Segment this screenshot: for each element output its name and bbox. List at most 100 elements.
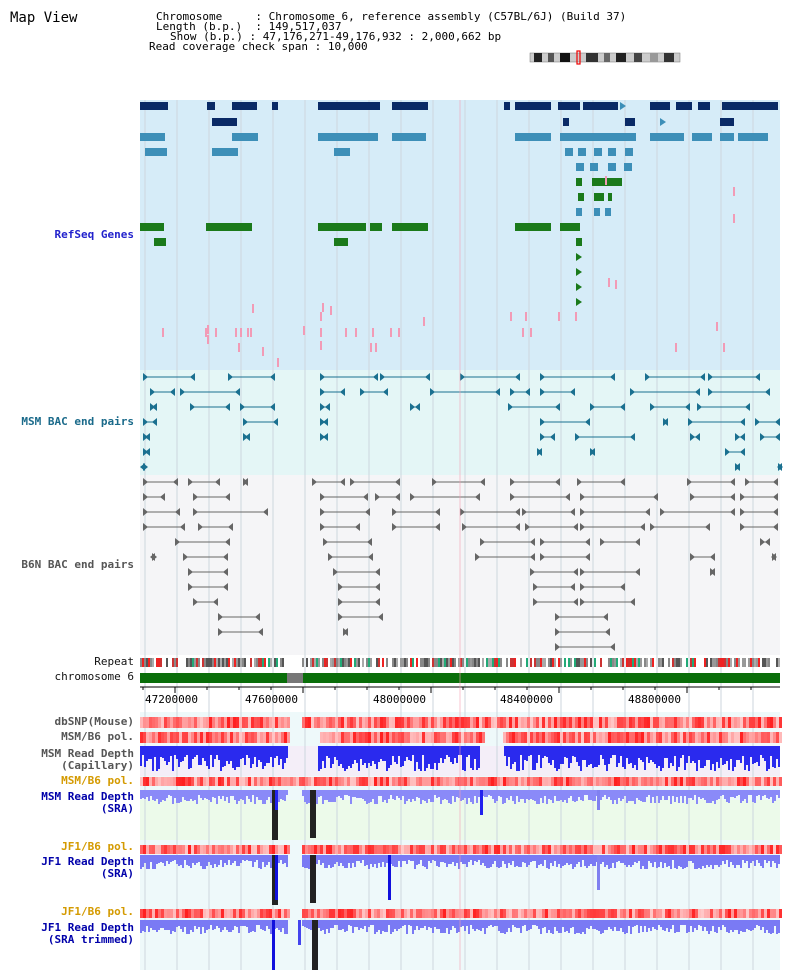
b6n-bac-pair-end[interactable] xyxy=(320,523,325,531)
gene-feature[interactable] xyxy=(722,102,778,110)
msm-bac-pair-end[interactable] xyxy=(325,403,330,411)
b6n-bac-pair-end[interactable] xyxy=(480,478,485,486)
b6n-bac-pair-end[interactable] xyxy=(585,553,590,561)
gene-feature[interactable] xyxy=(140,223,164,231)
gene-arrow[interactable] xyxy=(576,298,582,306)
refseq-genes[interactable] xyxy=(140,102,778,367)
msm-bac-pair-end[interactable] xyxy=(695,388,700,396)
track-label-jf1-b6-pol-1[interactable]: JF1/B6 pol. xyxy=(61,840,134,853)
b6n-bac-pair-end[interactable] xyxy=(690,493,695,501)
b6n-bac-pair-end[interactable] xyxy=(375,493,380,501)
msm-bac-pair-end[interactable] xyxy=(590,403,595,411)
msm-bac-pair-end[interactable] xyxy=(225,403,230,411)
msm-bac-pair-end[interactable] xyxy=(777,463,782,471)
gene-feature[interactable] xyxy=(392,102,428,110)
b6n-bac-pair-end[interactable] xyxy=(530,553,535,561)
msm-bac-pair-end[interactable] xyxy=(540,433,545,441)
msm-bac-pair-end[interactable] xyxy=(740,448,745,456)
chromosome-ideogram[interactable] xyxy=(529,50,681,65)
gene-arrow[interactable] xyxy=(660,118,666,126)
b6n-bac-pair-end[interactable] xyxy=(653,493,658,501)
b6n-bac-pair-end[interactable] xyxy=(555,628,560,636)
b6n-bac-pair-end[interactable] xyxy=(368,553,373,561)
b6n-bac-pair-end[interactable] xyxy=(580,598,585,606)
gene-feature[interactable] xyxy=(140,102,168,110)
b6n-bac-pair-end[interactable] xyxy=(640,523,645,531)
msm-bac-pair-end[interactable] xyxy=(575,433,580,441)
b6n-bac-pair-end[interactable] xyxy=(650,523,655,531)
gene-feature[interactable] xyxy=(605,208,611,216)
gene-feature[interactable] xyxy=(576,178,582,186)
b6n-bac-pair-end[interactable] xyxy=(510,493,515,501)
track-label-msm-read-sra-1[interactable]: MSM Read Depth xyxy=(41,790,134,803)
msm-bac-pair-end[interactable] xyxy=(245,433,250,441)
gene-feature[interactable] xyxy=(590,163,598,171)
b6n-bac-pair-end[interactable] xyxy=(188,583,193,591)
b6n-bac-pair-end[interactable] xyxy=(530,538,535,546)
gene-arrow[interactable] xyxy=(620,102,626,110)
msm-bac-pair-end[interactable] xyxy=(373,373,378,381)
b6n-bac-pair-end[interactable] xyxy=(143,523,148,531)
b6n-bac-pair-end[interactable] xyxy=(338,598,343,606)
b6n-bac-pair-end[interactable] xyxy=(258,628,263,636)
msm-bac-pair-end[interactable] xyxy=(755,418,760,426)
b6n-bac-pair-end[interactable] xyxy=(773,523,778,531)
b6n-bac-pair-end[interactable] xyxy=(193,508,198,516)
msm-bac-pair-end[interactable] xyxy=(645,373,650,381)
msm-bac-pair-end[interactable] xyxy=(745,403,750,411)
msm-bac-pair-end[interactable] xyxy=(190,403,195,411)
b6n-bac-pair-end[interactable] xyxy=(193,493,198,501)
b6n-bac-pair-end[interactable] xyxy=(710,568,715,576)
msm-bac-pair-end[interactable] xyxy=(320,418,325,426)
b6n-bac-pair-end[interactable] xyxy=(343,628,348,636)
b6n-bac-pair-end[interactable] xyxy=(378,613,383,621)
msm-bac-pair-end[interactable] xyxy=(460,373,465,381)
msm-bac-pair-end[interactable] xyxy=(320,388,325,396)
msm-bac-pair-end[interactable] xyxy=(663,418,668,426)
gene-feature[interactable] xyxy=(206,223,252,231)
b6n-bac-pair-end[interactable] xyxy=(555,613,560,621)
gene-feature[interactable] xyxy=(608,148,616,156)
gene-feature[interactable] xyxy=(504,102,510,110)
msm-bac-pair-end[interactable] xyxy=(140,463,145,471)
gene-feature[interactable] xyxy=(334,238,348,246)
track-label-msm-b6-pol-2[interactable]: MSM/B6 pol. xyxy=(61,774,134,787)
gene-feature[interactable] xyxy=(212,118,237,126)
b6n-bac-pair-end[interactable] xyxy=(773,478,778,486)
b6n-bac-pair-end[interactable] xyxy=(180,523,185,531)
msm-bac-pair-end[interactable] xyxy=(537,448,542,456)
b6n-bac-pair-end[interactable] xyxy=(687,478,692,486)
gene-feature[interactable] xyxy=(392,133,426,141)
b6n-bac-pair-end[interactable] xyxy=(585,538,590,546)
b6n-bac-pair-end[interactable] xyxy=(730,478,735,486)
gene-arrow[interactable] xyxy=(576,268,582,276)
b6n-bac-pair-end[interactable] xyxy=(225,493,230,501)
gene-feature[interactable] xyxy=(212,148,238,156)
b6n-bac-pair-end[interactable] xyxy=(565,493,570,501)
b6n-bac-pair-end[interactable] xyxy=(188,568,193,576)
gene-feature[interactable] xyxy=(578,193,584,201)
b6n-bac-pair-end[interactable] xyxy=(740,523,745,531)
gene-feature[interactable] xyxy=(515,223,551,231)
msm-bac-pair-end[interactable] xyxy=(740,418,745,426)
b6n-bac-pair-end[interactable] xyxy=(577,478,582,486)
b6n-bac-pair-end[interactable] xyxy=(620,478,625,486)
b6n-bac-pair-end[interactable] xyxy=(570,583,575,591)
msm-bac-pair-end[interactable] xyxy=(508,403,513,411)
msm-bac-pair-end[interactable] xyxy=(425,373,430,381)
gene-feature[interactable] xyxy=(738,133,768,141)
msm-bac-pair-end[interactable] xyxy=(740,433,745,441)
msm-bac-pair-end[interactable] xyxy=(145,433,150,441)
b6n-bac-pair-end[interactable] xyxy=(255,613,260,621)
b6n-bac-pair-end[interactable] xyxy=(710,553,715,561)
b6n-bac-pair-end[interactable] xyxy=(515,523,520,531)
b6n-bac-pair-end[interactable] xyxy=(603,613,608,621)
msm-bac-pair-end[interactable] xyxy=(383,388,388,396)
msm-bac-pair-end[interactable] xyxy=(150,388,155,396)
msm-bac-pair-end[interactable] xyxy=(725,448,730,456)
b6n-bac-pair-end[interactable] xyxy=(340,478,345,486)
b6n-bac-pair-end[interactable] xyxy=(540,538,545,546)
b6n-bac-pair-end[interactable] xyxy=(773,508,778,516)
b6n-bac-pair-end[interactable] xyxy=(183,553,188,561)
gene-arrow[interactable] xyxy=(700,133,706,141)
